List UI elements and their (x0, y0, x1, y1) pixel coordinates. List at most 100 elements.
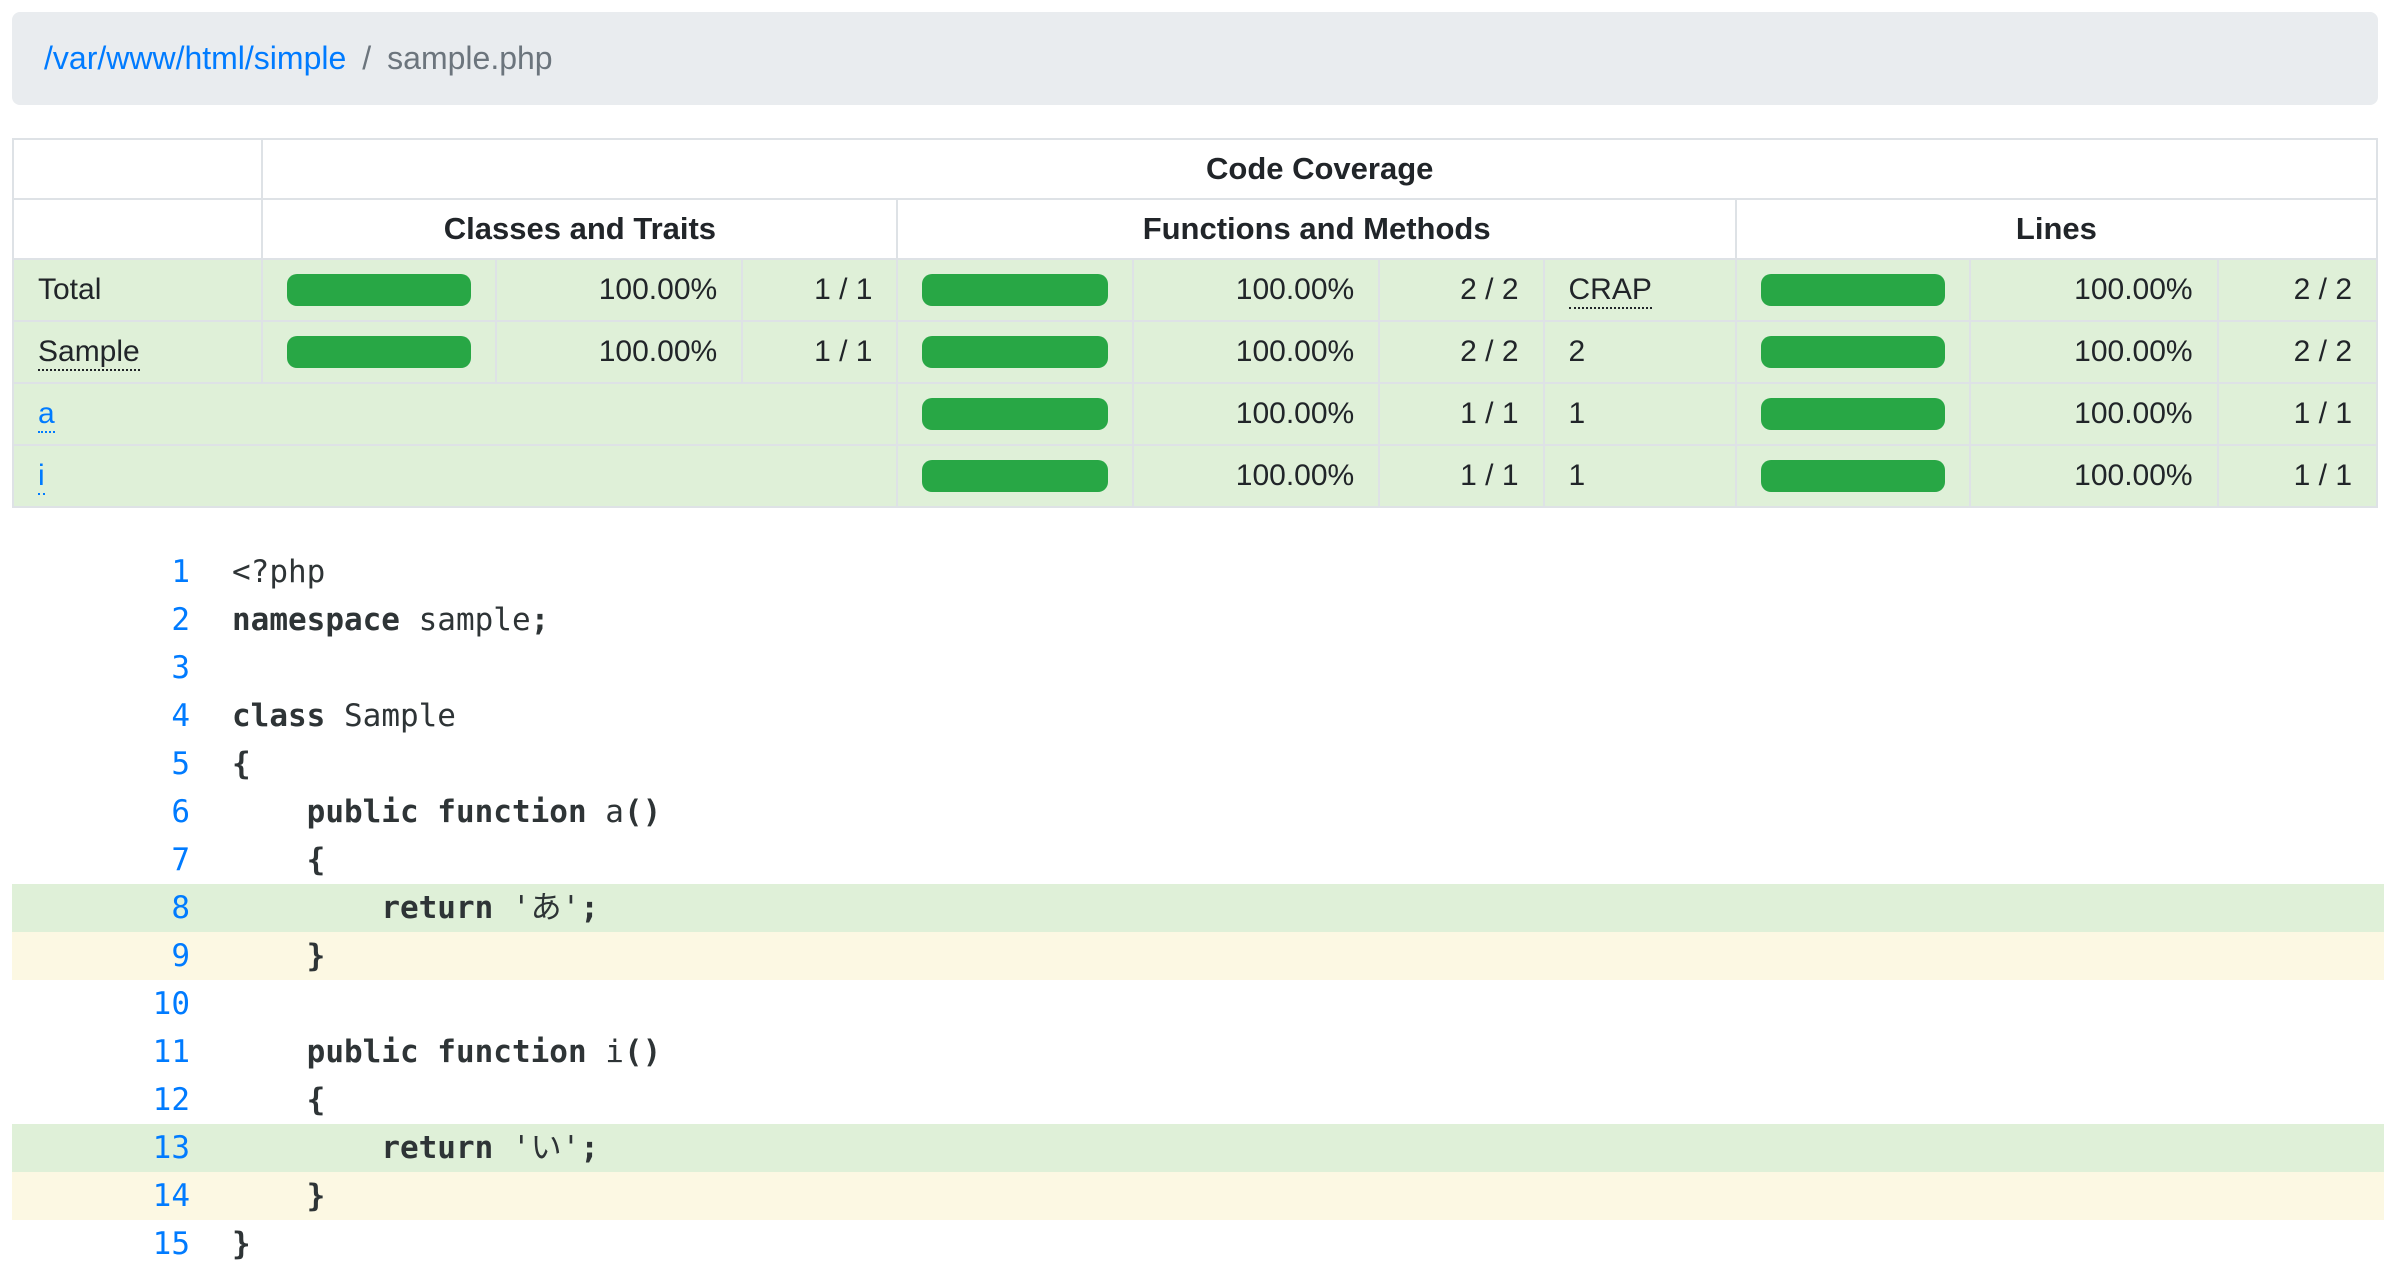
code-keyword: { (306, 842, 326, 878)
code-keyword: class (232, 698, 326, 734)
source-line-6: 6 public function a() (12, 788, 2384, 836)
line-number-link-2[interactable]: 2 (171, 602, 190, 638)
line-code-5: { (190, 740, 2384, 788)
lines-percent-total: 100.00% (1969, 258, 2219, 322)
code-keyword: public function (306, 794, 587, 830)
line-number-cell-1: 1 (12, 548, 190, 596)
methods-percent-i: 100.00% (1131, 444, 1381, 508)
line-number-link-10[interactable]: 10 (152, 986, 190, 1022)
line-number-link-3[interactable]: 3 (171, 650, 190, 686)
lines-bar-cell-i (1734, 444, 1972, 508)
breadcrumb-separator: / (362, 40, 372, 76)
line-number-link-5[interactable]: 5 (171, 746, 190, 782)
source-line-13: 13 return 'い'; (12, 1124, 2384, 1172)
code-keyword: { (232, 746, 251, 782)
line-number-link-12[interactable]: 12 (152, 1082, 190, 1118)
line-number-link-6[interactable]: 6 (171, 794, 190, 830)
classes-percent-sample: 100.00% (494, 320, 744, 384)
line-number-cell-7: 7 (12, 836, 190, 884)
source-line-11: 11 public function i() (12, 1028, 2384, 1076)
line-number-cell-14: 14 (12, 1172, 190, 1220)
code-keyword: ; (580, 890, 599, 926)
code-keyword: return (381, 890, 494, 926)
crap-cell-i: 1 (1542, 444, 1737, 508)
line-number-cell-3: 3 (12, 644, 190, 692)
crap-cell-total: CRAP (1542, 258, 1737, 322)
line-number-cell-12: 12 (12, 1076, 190, 1124)
line-number-link-11[interactable]: 11 (152, 1034, 190, 1070)
line-number-link-13[interactable]: 13 (152, 1130, 190, 1166)
section-header-classes: Classes and Traits (261, 198, 899, 260)
source-line-12: 12 { (12, 1076, 2384, 1124)
coverage-row-sample: Sample 100.00% 1 / 1 100.00% 2 / 2 2 100.00% 2 … (11, 320, 2379, 384)
code-keyword: public function (306, 1034, 587, 1070)
header-empty-cell (11, 198, 264, 260)
source-line-15: 15} (12, 1220, 2384, 1268)
coverage-title: Code Coverage (261, 138, 2378, 200)
methods-bar-cell-a (896, 382, 1134, 446)
methods-fraction-a: 1 / 1 (1378, 382, 1545, 446)
line-code-7: { (190, 836, 2384, 884)
code-text: sample (399, 602, 531, 638)
line-code-11: public function i() (190, 1028, 2384, 1076)
breadcrumb: /var/www/html/simple / sample.php (12, 12, 2378, 105)
lines-progress-bar-i (1760, 460, 1946, 492)
coverage-header-row-sections: Classes and Traits Functions and Methods… (11, 198, 2379, 260)
line-number-link-7[interactable]: 7 (171, 842, 190, 878)
source-line-10: 10 (12, 980, 2384, 1028)
code-keyword: } (306, 1178, 326, 1214)
lines-bar-cell-a (1734, 382, 1972, 446)
crap-header-abbr[interactable]: CRAP (1568, 273, 1652, 309)
coverage-table-body: Total 100.00% 1 / 1 100.00% 2 / 2 CRAP 100.00%… (11, 258, 2379, 508)
code-text (232, 842, 307, 878)
classes-percent-total: 100.00% (494, 258, 744, 322)
coverage-table: Code Coverage Classes and Traits Functio… (11, 138, 2379, 508)
code-keyword: return (381, 1130, 494, 1166)
item-link-i[interactable]: i (38, 459, 45, 495)
line-code-12: { (190, 1076, 2384, 1124)
item-link-a[interactable]: a (38, 397, 55, 433)
item-abbr-sample[interactable]: Sample (38, 335, 140, 371)
lines-fraction-total: 2 / 2 (2216, 258, 2379, 322)
lines-progress-bar-total (1760, 274, 1946, 306)
source-code-section: 1 <?php 2 namespace sample; 3 4 class Sample 5{… (12, 548, 2384, 1268)
methods-progress-bar-a (922, 398, 1108, 430)
line-number-cell-11: 11 (12, 1028, 190, 1076)
lines-fraction-a: 1 / 1 (2216, 382, 2379, 446)
code-text (232, 1034, 307, 1070)
line-code-4: class Sample (190, 692, 2384, 740)
line-code-1: <?php (190, 548, 2384, 596)
line-number-link-14[interactable]: 14 (152, 1178, 190, 1214)
code-text (232, 794, 307, 830)
section-header-methods: Functions and Methods (896, 198, 1737, 260)
lines-percent-a: 100.00% (1969, 382, 2219, 446)
line-code-10 (190, 980, 2384, 1028)
methods-fraction-sample: 2 / 2 (1378, 320, 1545, 384)
coverage-row-i: i 100.00% 1 / 1 1 100.00% 1 / 1 (11, 444, 2379, 508)
classes-bar-cell-total (261, 258, 497, 322)
source-line-2: 2 namespace sample; (12, 596, 2384, 644)
source-line-8: 8 return 'あ'; (12, 884, 2384, 932)
source-line-14: 14 } (12, 1172, 2384, 1220)
line-number-cell-5: 5 (12, 740, 190, 788)
line-number-link-9[interactable]: 9 (171, 938, 190, 974)
coverage-row-a: a 100.00% 1 / 1 1 100.00% 1 / 1 (11, 382, 2379, 446)
methods-fraction-total: 2 / 2 (1378, 258, 1545, 322)
line-code-3 (190, 644, 2384, 692)
line-code-2: namespace sample; (190, 596, 2384, 644)
code-keyword: ; (580, 1130, 599, 1166)
line-code-6: public function a() (190, 788, 2384, 836)
line-number-link-15[interactable]: 15 (152, 1226, 190, 1262)
methods-bar-cell-total (896, 258, 1134, 322)
line-number-link-1[interactable]: 1 (171, 554, 190, 590)
breadcrumb-current-file: sample.php (387, 40, 553, 76)
classes-progress-bar-sample (287, 336, 471, 368)
methods-percent-sample: 100.00% (1131, 320, 1381, 384)
line-number-link-4[interactable]: 4 (171, 698, 190, 734)
coverage-table-head: Code Coverage Classes and Traits Functio… (11, 138, 2379, 260)
line-number-link-8[interactable]: 8 (171, 890, 190, 926)
code-text (232, 890, 381, 926)
code-text: Sample (325, 698, 456, 734)
breadcrumb-directory-link[interactable]: /var/www/html/simple (44, 40, 347, 76)
line-code-15: } (190, 1220, 2384, 1268)
